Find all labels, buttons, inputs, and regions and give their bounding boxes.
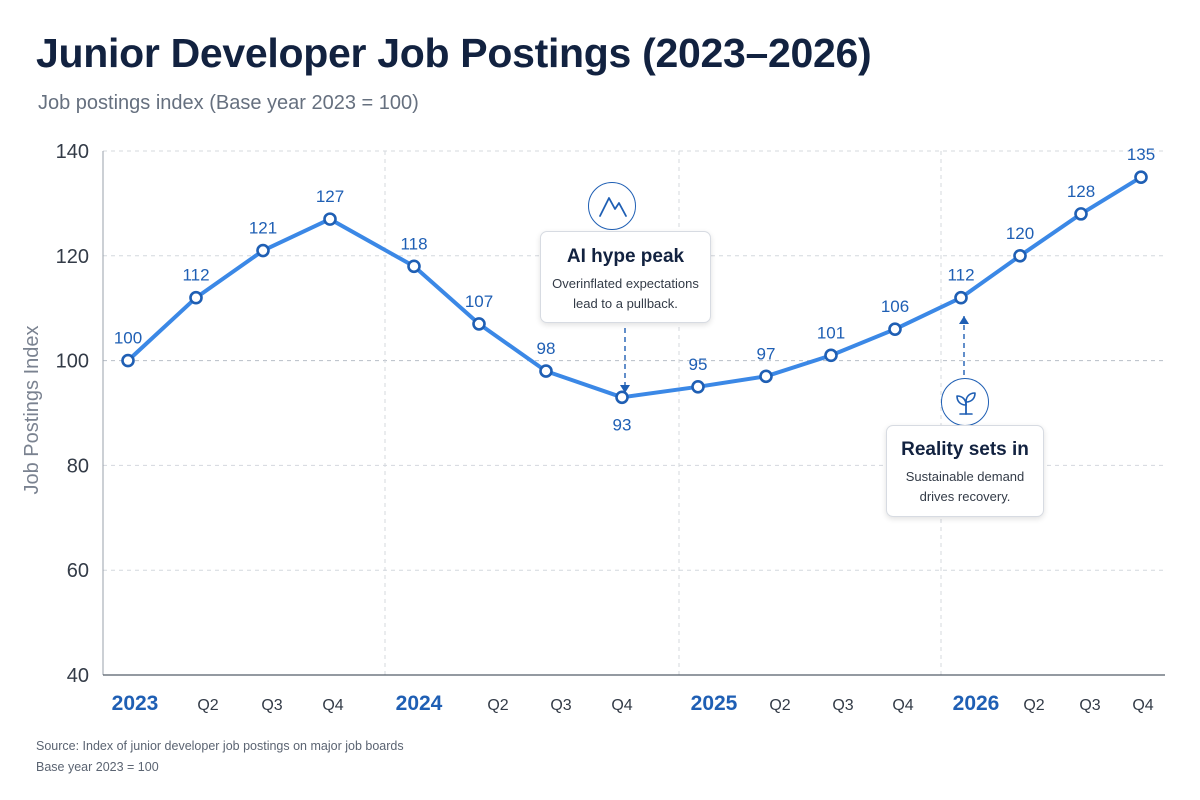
annotation-reality-body-line1: Sustainable demand bbox=[905, 469, 1025, 484]
data-point bbox=[539, 364, 553, 378]
x-tick-label-year: 2025 bbox=[691, 692, 738, 715]
data-label: 120 bbox=[1006, 224, 1034, 243]
base-year-note: Base year 2023 = 100 bbox=[36, 760, 159, 774]
data-point bbox=[888, 322, 902, 336]
annotation-arrow-head bbox=[959, 316, 969, 324]
x-tick-label-quarter: Q2 bbox=[769, 697, 790, 714]
series-line-path bbox=[126, 175, 1143, 400]
x-tick-label-quarter: Q3 bbox=[261, 697, 282, 714]
x-tick-label-quarter: Q3 bbox=[832, 697, 853, 714]
annotation-arrow-head bbox=[620, 385, 630, 393]
series-line bbox=[126, 175, 1143, 400]
x-tick-label-quarter: Q4 bbox=[322, 697, 343, 714]
x-tick-label-quarter: Q2 bbox=[487, 697, 508, 714]
data-label: 127 bbox=[316, 187, 344, 206]
data-point bbox=[1013, 249, 1027, 263]
source-note: Source: Index of junior developer job po… bbox=[36, 739, 404, 753]
x-tick-label-quarter: Q4 bbox=[611, 697, 632, 714]
data-point bbox=[759, 369, 773, 384]
annotation-reality-body-line2: drives recovery. bbox=[919, 489, 1011, 504]
data-point bbox=[824, 348, 838, 363]
data-point bbox=[1134, 170, 1148, 184]
data-point bbox=[121, 353, 135, 368]
annotation-ai-hype-title: AI hype peak bbox=[566, 246, 685, 267]
x-tick-label-quarter: Q4 bbox=[1132, 697, 1153, 714]
x-tick-label-quarter: Q4 bbox=[892, 697, 913, 714]
x-tick-label-year: 2024 bbox=[396, 692, 443, 715]
x-tick-label-quarter: Q3 bbox=[1079, 697, 1100, 714]
mountain-icon bbox=[588, 182, 636, 230]
annotation-ai-hype: AI hype peak Overinflated expectations l… bbox=[540, 231, 711, 323]
y-tick-label: 80 bbox=[67, 455, 89, 477]
data-label: 112 bbox=[947, 266, 974, 285]
data-labels: 100 112 121 127 118 107 98 93 95 97 101 106 112 120 12… bbox=[114, 145, 1155, 434]
annotation-reality: Reality sets in Sustainable demand drive… bbox=[886, 425, 1044, 517]
data-point bbox=[256, 243, 270, 258]
y-tick-label: 140 bbox=[56, 141, 89, 163]
data-label: 95 bbox=[689, 355, 708, 374]
data-label: 121 bbox=[249, 219, 277, 238]
annotation-reality-title: Reality sets in bbox=[901, 439, 1029, 460]
x-tick-label-quarter: Q2 bbox=[1023, 697, 1044, 714]
annotation-reality-body: Sustainable demand drives recovery. bbox=[887, 467, 1043, 507]
x-axis: 2023 Q2 Q3 Q4 2024 Q2 Q3 Q4 2025 Q2 Q3 Q4 2026 Q2 Q3 Q4 bbox=[103, 674, 1165, 715]
data-point bbox=[189, 290, 203, 305]
y-axis-label: Job Postings Index bbox=[21, 326, 43, 495]
data-point bbox=[407, 259, 421, 274]
chart-title: Junior Developer Job Postings (2023–2026… bbox=[36, 30, 872, 76]
data-label: 118 bbox=[400, 234, 427, 253]
chart-subtitle: Job postings index (Base year 2023 = 100… bbox=[38, 92, 419, 114]
y-tick-label: 120 bbox=[56, 246, 89, 268]
data-label: 101 bbox=[817, 323, 845, 342]
y-axis: 40 60 80 100 120 140 bbox=[56, 141, 104, 687]
x-tick-label-quarter: Q2 bbox=[197, 697, 218, 714]
data-label: 107 bbox=[465, 292, 493, 311]
y-tick-label: 40 bbox=[67, 665, 89, 687]
data-point bbox=[691, 379, 705, 394]
data-point bbox=[1074, 207, 1088, 221]
annotation-arrows bbox=[620, 316, 969, 393]
data-label: 112 bbox=[182, 266, 209, 285]
data-label: 135 bbox=[1127, 145, 1155, 164]
data-label: 93 bbox=[613, 415, 632, 434]
data-point bbox=[615, 390, 629, 405]
data-label: 98 bbox=[537, 339, 556, 358]
sprout-icon bbox=[941, 378, 989, 426]
data-label: 97 bbox=[757, 344, 776, 363]
annotation-ai-hype-body-line1: Overinflated expectations bbox=[552, 276, 699, 291]
x-tick-label-year: 2023 bbox=[112, 692, 159, 715]
y-tick-label: 100 bbox=[56, 351, 89, 373]
data-label: 106 bbox=[881, 297, 909, 316]
x-tick-label-year: 2026 bbox=[953, 692, 1000, 715]
annotation-ai-hype-body-line2: lead to a pullback. bbox=[573, 296, 678, 311]
data-label: 128 bbox=[1067, 182, 1095, 201]
x-tick-label-quarter: Q3 bbox=[550, 697, 571, 714]
data-label: 100 bbox=[114, 329, 142, 348]
data-point bbox=[323, 212, 337, 226]
data-point bbox=[954, 290, 968, 305]
y-tick-label: 60 bbox=[67, 560, 89, 582]
data-point bbox=[472, 317, 486, 331]
data-points bbox=[121, 170, 1148, 405]
annotation-ai-hype-body: Overinflated expectations lead to a pull… bbox=[541, 274, 710, 314]
